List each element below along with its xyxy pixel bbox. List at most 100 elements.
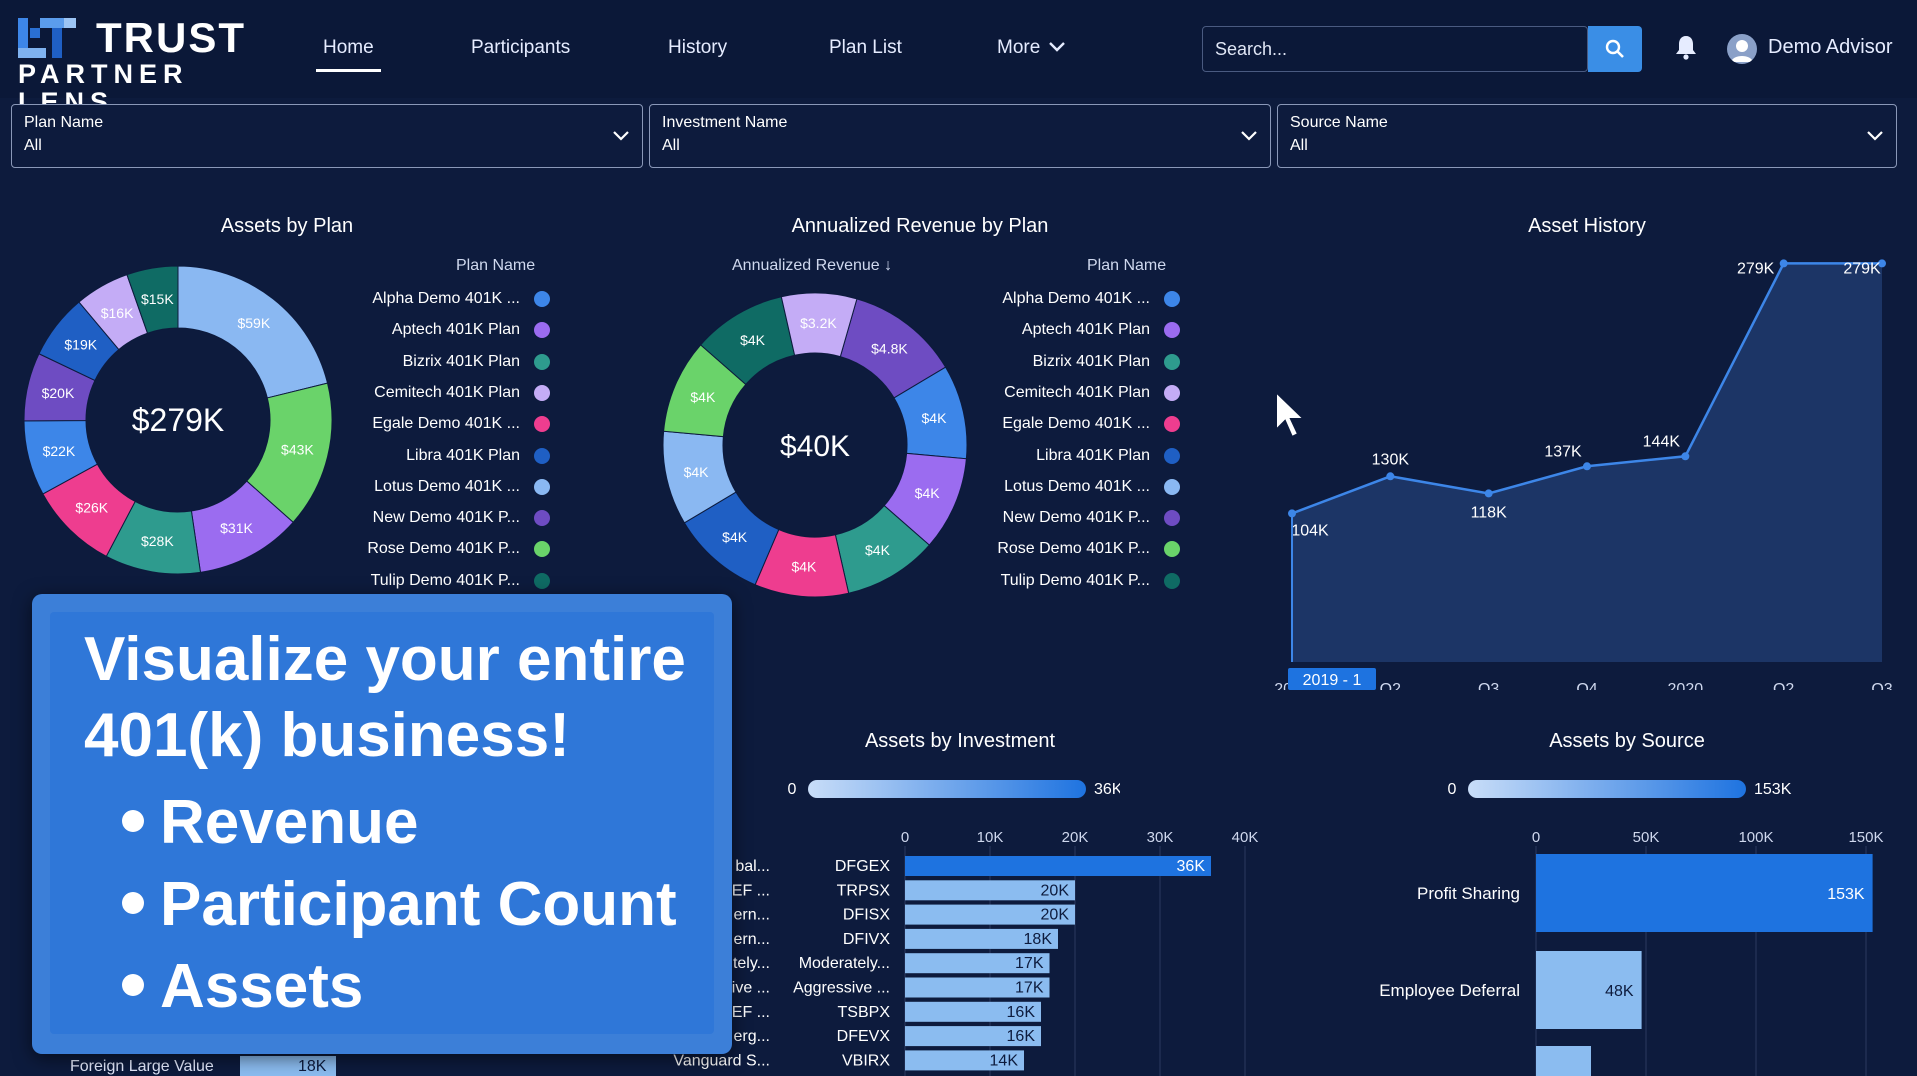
donut-slice[interactable] bbox=[126, 265, 179, 334]
investment-ticker-label: DFISX bbox=[843, 907, 890, 924]
source-bar[interactable] bbox=[1536, 854, 1873, 932]
investment-bar[interactable] bbox=[905, 1026, 1041, 1047]
user-name[interactable]: Demo Advisor bbox=[1768, 36, 1893, 58]
legend-item[interactable]: Egale Demo 401K ... bbox=[372, 415, 550, 437]
notifications-button[interactable] bbox=[1674, 34, 1698, 65]
legend-item[interactable]: Bizrix 401K Plan bbox=[1033, 353, 1180, 375]
legend-item[interactable]: Lotus Demo 401K ... bbox=[1004, 478, 1180, 500]
investment-bar[interactable] bbox=[905, 928, 1058, 949]
history-x-tick: Q2 bbox=[1380, 681, 1401, 690]
legend-item[interactable]: Cemitech 401K Plan bbox=[1004, 384, 1180, 406]
legend-item[interactable]: New Demo 401K P... bbox=[373, 509, 550, 531]
nav-plan-list[interactable]: Plan List bbox=[829, 37, 902, 58]
investment-name-label: erg... bbox=[734, 1028, 770, 1045]
revenue-legend-title: Plan Name bbox=[1087, 257, 1167, 274]
legend-item[interactable]: Libra 401K Plan bbox=[406, 447, 550, 469]
legend-label: Rose Demo 401K P... bbox=[367, 540, 520, 558]
plan-legend-title: Plan Name bbox=[456, 257, 536, 274]
asset-history-chart[interactable]: 104K130K118K137K144K279K279K2019Q2Q3Q420… bbox=[1270, 240, 1910, 690]
investment-bar[interactable] bbox=[905, 977, 1050, 998]
scale-min-label: 0 bbox=[788, 781, 797, 798]
source-bar[interactable] bbox=[1536, 1046, 1591, 1076]
legend-item[interactable]: Libra 401K Plan bbox=[1036, 447, 1180, 469]
legend-label: Egale Demo 401K ... bbox=[1002, 415, 1150, 433]
assets-by-investment-chart[interactable]: 0 10K 20K 30K 40K bal... DFGEX 36K EF ... TRPSX 20… bbox=[660, 820, 1280, 1076]
legend-item[interactable]: Aptech 401K Plan bbox=[392, 321, 550, 343]
investment-bar[interactable] bbox=[905, 856, 1211, 876]
slice-label: $4K bbox=[740, 332, 766, 348]
investment-value-label: 18K bbox=[1024, 931, 1053, 948]
investment-value-label: 17K bbox=[1015, 955, 1044, 972]
donut-slice[interactable] bbox=[780, 292, 858, 358]
legend-item[interactable]: Bizrix 401K Plan bbox=[403, 353, 550, 375]
search-button[interactable] bbox=[1588, 26, 1642, 72]
investment-bar[interactable] bbox=[905, 953, 1050, 974]
slice-label: $4K bbox=[915, 485, 941, 501]
slice-label: $4K bbox=[684, 464, 710, 480]
legend-item[interactable]: Rose Demo 401K P... bbox=[997, 540, 1180, 562]
investment-value-label: 17K bbox=[1015, 980, 1044, 997]
investment-ticker-label: TSBPX bbox=[838, 1004, 891, 1021]
promo-bullet-text: Participant Count bbox=[160, 870, 677, 939]
filter-value: All bbox=[24, 137, 42, 154]
investment-ticker-label: VBIRX bbox=[842, 1052, 890, 1069]
avatar[interactable] bbox=[1727, 34, 1757, 64]
legend-swatch bbox=[1164, 572, 1180, 589]
brand-logo[interactable]: TRUST PARTNER LENS bbox=[18, 14, 263, 116]
filter-value: All bbox=[1290, 137, 1308, 154]
legend-item[interactable]: Aptech 401K Plan bbox=[1022, 321, 1180, 343]
legend-item[interactable]: Rose Demo 401K P... bbox=[367, 540, 550, 562]
investment-ticker-label: Moderately... bbox=[799, 955, 890, 972]
history-point[interactable] bbox=[1681, 452, 1690, 461]
scale-max-label: 153K bbox=[1754, 781, 1792, 798]
source-name-filter[interactable]: Source Name All bbox=[1277, 104, 1897, 168]
investment-name-label: ern... bbox=[734, 907, 770, 924]
legend-label: Bizrix 401K Plan bbox=[1032, 352, 1150, 370]
sort-by-revenue[interactable]: Annualized Revenue ↓ bbox=[732, 257, 893, 274]
history-point[interactable] bbox=[1484, 489, 1493, 498]
history-data-label: 118K bbox=[1471, 504, 1508, 521]
bullet-dot bbox=[122, 973, 144, 996]
slice-label: $19K bbox=[64, 337, 97, 353]
investment-bar[interactable] bbox=[905, 1001, 1041, 1022]
search-box bbox=[1202, 26, 1588, 72]
investment-row-bar[interactable] bbox=[240, 1056, 336, 1076]
legend-item[interactable]: Lotus Demo 401K ... bbox=[374, 478, 550, 500]
search-input[interactable] bbox=[1203, 27, 1588, 71]
annualized-revenue-donut[interactable]: $4.8K $4K $4K $4K $4K $4K $4K $4K $4K $3.2K $40K bbox=[660, 290, 970, 600]
promo-card: Visualize your entire 401(k) business! R… bbox=[32, 594, 732, 1054]
nav-participants[interactable]: Participants bbox=[471, 37, 571, 58]
investment-color-scale: 0 36K bbox=[788, 780, 1120, 798]
nav-home[interactable]: Home bbox=[316, 37, 381, 72]
plan-name-filter[interactable]: Plan Name All bbox=[11, 104, 643, 168]
legend-item[interactable]: Alpha Demo 401K ... bbox=[1002, 290, 1180, 312]
assets-by-plan-title: Assets by Plan bbox=[220, 215, 354, 237]
legend-label: Aptech 401K Plan bbox=[1021, 321, 1150, 339]
assets-by-source-chart[interactable]: 0 50K 100K 150K Profit Sharing 153K Employee D… bbox=[1330, 820, 1917, 1076]
legend-item[interactable]: Egale Demo 401K ... bbox=[1002, 415, 1180, 437]
history-point[interactable] bbox=[1878, 259, 1886, 268]
source-bar[interactable] bbox=[1536, 951, 1642, 1029]
investment-bar[interactable] bbox=[905, 880, 1075, 901]
history-point[interactable] bbox=[1583, 462, 1591, 471]
legend-item[interactable]: New Demo 401K P... bbox=[1003, 509, 1180, 531]
legend-item[interactable]: Cemitech 401K Plan bbox=[374, 384, 550, 406]
legend-item[interactable]: Tulip Demo 401K P... bbox=[1001, 572, 1180, 594]
investment-name-filter[interactable]: Investment Name All bbox=[649, 104, 1271, 168]
legend-swatch bbox=[534, 510, 550, 527]
legend-swatch bbox=[1164, 447, 1180, 464]
nav-more[interactable]: More bbox=[997, 36, 1066, 60]
legend-item[interactable]: Tulip Demo 401K P... bbox=[371, 572, 550, 594]
nav-history[interactable]: History bbox=[668, 37, 728, 58]
history-point[interactable] bbox=[1386, 472, 1395, 481]
x-tick-label: 20K bbox=[1062, 829, 1089, 846]
promo-bullet-participant-count: Participant Count bbox=[122, 870, 677, 940]
history-point[interactable] bbox=[1779, 259, 1788, 268]
investment-bar[interactable] bbox=[905, 1050, 1024, 1071]
legend-label: Egale Demo 401K ... bbox=[372, 415, 520, 433]
investment-bar[interactable] bbox=[905, 904, 1075, 925]
legend-item[interactable]: Alpha Demo 401K ... bbox=[372, 290, 550, 312]
history-data-label: 130K bbox=[1372, 451, 1410, 468]
chevron-down-icon bbox=[1866, 129, 1884, 147]
assets-by-plan-donut[interactable]: $59K $43K $31K $28K $26K $22K $20K $19K$16K $15K… bbox=[20, 262, 340, 582]
